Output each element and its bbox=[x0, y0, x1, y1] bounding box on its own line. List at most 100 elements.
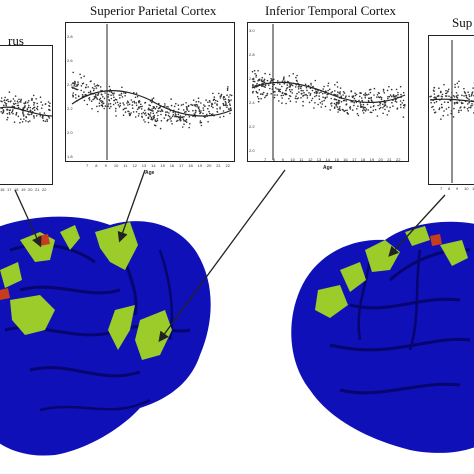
tick-label: 19 bbox=[197, 163, 203, 168]
tick-label: 16 bbox=[169, 163, 175, 168]
scatter-point bbox=[124, 95, 126, 97]
scatter-point bbox=[186, 107, 188, 109]
scatter-point bbox=[8, 113, 11, 115]
scatter-point bbox=[356, 108, 358, 110]
scatter-point bbox=[387, 97, 389, 100]
scatter-point bbox=[283, 76, 285, 78]
scatter-point bbox=[465, 94, 467, 97]
scatter-point bbox=[255, 76, 257, 78]
scatter-point bbox=[252, 78, 254, 80]
tick-label: 22 bbox=[396, 157, 401, 162]
scatter-point bbox=[172, 113, 175, 116]
scatter-point bbox=[161, 109, 163, 112]
scatter-point bbox=[128, 110, 130, 113]
scatter-point bbox=[263, 78, 266, 81]
scatter-point bbox=[313, 91, 316, 94]
scatter-point bbox=[111, 92, 114, 95]
scatter-point bbox=[466, 108, 469, 110]
scatter-point bbox=[134, 96, 137, 99]
tick-label: 10 bbox=[290, 157, 295, 162]
scatter-point bbox=[278, 100, 280, 102]
scatter-point bbox=[370, 96, 373, 99]
scatter-point bbox=[174, 115, 176, 118]
scatter-point bbox=[27, 101, 29, 104]
scatter-point bbox=[362, 112, 365, 114]
scatter-point bbox=[198, 110, 201, 113]
scatter-point bbox=[195, 110, 197, 112]
scatter-point bbox=[281, 85, 283, 88]
scatter-point bbox=[336, 81, 339, 84]
scatter-point bbox=[387, 95, 389, 98]
scatter-point bbox=[379, 106, 382, 109]
scatter-point bbox=[145, 114, 147, 117]
scatter-point bbox=[399, 103, 402, 106]
scatter-point bbox=[194, 111, 197, 114]
scatter-point bbox=[376, 94, 379, 96]
scatter-point bbox=[218, 92, 220, 95]
scatter-point bbox=[334, 84, 336, 86]
scatter-point bbox=[144, 121, 146, 123]
scatter-point bbox=[228, 103, 231, 105]
scatter-point bbox=[119, 97, 121, 99]
scatter-point bbox=[5, 104, 7, 107]
scatter-point bbox=[467, 103, 469, 105]
scatter-point bbox=[79, 73, 81, 76]
scatter-point bbox=[296, 97, 298, 100]
scatter-points bbox=[0, 69, 474, 130]
scatter-point bbox=[47, 101, 50, 103]
scatter-point bbox=[216, 100, 219, 103]
scatter-point bbox=[175, 120, 178, 122]
scatter-point bbox=[471, 103, 473, 105]
scatter-point bbox=[447, 90, 449, 93]
scatter-point bbox=[126, 102, 128, 104]
scatter-point bbox=[384, 101, 387, 104]
scatter-point bbox=[386, 114, 389, 116]
tick-label: 21 bbox=[35, 187, 40, 192]
scatter-point bbox=[159, 127, 162, 130]
scatter-point bbox=[27, 100, 30, 102]
scatter-point bbox=[378, 108, 381, 110]
scatter-point bbox=[288, 75, 291, 77]
scatter-point bbox=[35, 115, 38, 117]
scatter-point bbox=[167, 114, 170, 117]
scatter-point bbox=[123, 107, 126, 110]
scatter-point bbox=[467, 91, 469, 93]
scatter-point bbox=[470, 105, 472, 107]
scatter-point bbox=[288, 97, 290, 100]
xlabel-inferior-temporal: Age bbox=[323, 165, 333, 171]
tick-label: 10 bbox=[113, 163, 119, 168]
scatter-point bbox=[330, 97, 333, 100]
scatter-point bbox=[263, 81, 266, 84]
scatter-point bbox=[182, 118, 185, 120]
scatter-point bbox=[24, 105, 27, 107]
scatter-point bbox=[285, 93, 288, 96]
arrow-inferior-temporal bbox=[158, 169, 286, 343]
scatter-point bbox=[343, 110, 346, 113]
scatter-point bbox=[110, 94, 112, 96]
scatter-point bbox=[376, 115, 379, 117]
scatter-point bbox=[190, 103, 192, 106]
scatter-point bbox=[166, 120, 168, 122]
scatter-point bbox=[288, 88, 291, 91]
scatter-point bbox=[132, 111, 135, 113]
scatter-point bbox=[380, 98, 383, 101]
scatter-point bbox=[97, 110, 99, 113]
scatter-point bbox=[285, 102, 287, 105]
scatter-point bbox=[362, 103, 365, 106]
scatter-point bbox=[121, 96, 124, 98]
scatter-point bbox=[257, 97, 260, 100]
scatter-point bbox=[5, 103, 7, 105]
scatter-point bbox=[183, 120, 185, 122]
scatter-point bbox=[42, 115, 44, 117]
scatter-point bbox=[138, 112, 140, 115]
scatter-point bbox=[342, 91, 345, 93]
scatter-point bbox=[74, 83, 76, 85]
scatter-point bbox=[269, 87, 271, 90]
scatter-point bbox=[342, 94, 344, 96]
scatter-point bbox=[445, 108, 448, 110]
scatter-point bbox=[335, 105, 338, 107]
tick-label: 17 bbox=[7, 187, 12, 192]
scatter-point bbox=[450, 110, 453, 112]
scatter-point bbox=[364, 106, 366, 109]
scatter-point bbox=[108, 85, 111, 88]
